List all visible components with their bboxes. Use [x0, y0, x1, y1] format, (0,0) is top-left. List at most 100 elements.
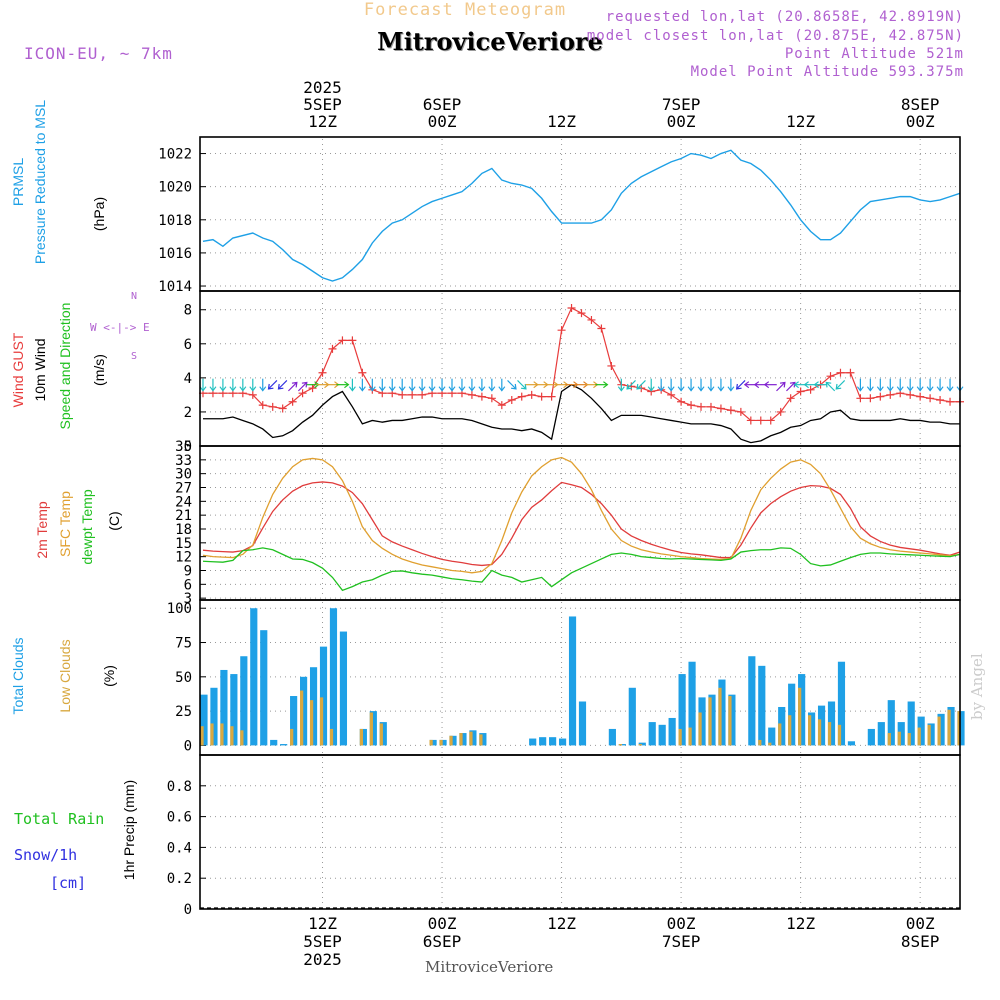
low-cloud-bar: [638, 744, 642, 746]
model-label: ICON-EU, ~ 7km: [24, 44, 173, 63]
wind-arrow-head: [936, 386, 944, 392]
y-tick-label: 0: [184, 738, 192, 754]
gust-marker: [826, 372, 835, 381]
wind-arrow: [478, 378, 486, 392]
total-clouds-label: Total Clouds: [10, 637, 26, 714]
low-cloud-bar: [379, 723, 383, 746]
wind-arrow-head: [876, 386, 884, 392]
wind-arrow: [595, 381, 609, 389]
y-tick-label: 3: [184, 591, 192, 607]
wind-arrow-shaft: [297, 382, 308, 392]
wind-unit-label: (m/s): [91, 354, 107, 386]
gust-marker: [716, 404, 725, 413]
y-tick-label: 18: [175, 522, 192, 538]
wind-arrow-head: [727, 386, 735, 392]
wind-arrow-head: [219, 386, 227, 392]
gust-marker: [916, 392, 925, 401]
gust-marker: [398, 390, 407, 399]
total-cloud-bar: [927, 723, 935, 746]
low-cloud-bar: [459, 733, 463, 746]
gust-marker: [418, 390, 427, 399]
gust-marker: [577, 309, 586, 318]
total-cloud-bar: [778, 706, 786, 746]
low-cloud-bar: [309, 700, 314, 746]
closest-coords: model closest lon,lat (20.875E, 42.875N): [586, 28, 964, 44]
wind-arrow: [687, 378, 695, 392]
wind-arrow-shaft: [835, 380, 846, 390]
wind-arrow-shaft: [268, 380, 278, 390]
gust-marker: [408, 390, 417, 399]
clouds-unit-label: (%): [101, 665, 117, 687]
gust-marker: [846, 368, 855, 377]
snow-label: Snow/1h: [14, 846, 77, 864]
top-axis-date: 7SEP: [662, 95, 701, 114]
wind-arrow: [835, 380, 846, 390]
wind-arrow-head: [229, 386, 237, 392]
wind-arrow: [517, 380, 527, 390]
low-cloud-bar: [230, 726, 234, 746]
total-cloud-bar: [728, 694, 736, 746]
total-cloud-bar: [339, 631, 348, 746]
wind-arrow-head: [789, 381, 796, 388]
gust-marker: [547, 392, 556, 401]
wind-arrow: [468, 378, 476, 392]
wind-arrow-shaft: [288, 382, 298, 392]
y-tick-label: 12: [175, 550, 192, 566]
total-cloud-bar: [957, 711, 965, 746]
low-cloud-bar: [618, 744, 622, 746]
wind-arrow-head: [408, 386, 416, 392]
gust-marker: [726, 406, 735, 415]
wind-arrow: [498, 378, 506, 392]
y-tick-label: 6: [184, 577, 192, 593]
wind-arrow: [763, 381, 777, 389]
gust-marker: [736, 407, 745, 416]
bottom-axis-date: 5SEP: [303, 932, 342, 951]
wind-arrow: [876, 378, 884, 392]
total-cloud-bar: [718, 679, 726, 746]
low-cloud-bar: [319, 697, 324, 746]
wind-arrow-head: [348, 386, 356, 392]
total-cloud-bar: [798, 674, 806, 746]
gust-marker: [487, 394, 496, 403]
top-axis-hour: 12Z: [547, 112, 576, 131]
gust-marker: [278, 404, 287, 413]
wind-arrow-head: [488, 386, 496, 392]
wind-arrow-head: [301, 381, 308, 388]
wind-arrow-shaft: [626, 380, 636, 390]
wind-arrow-head: [763, 381, 770, 389]
wind-arrow: [886, 378, 894, 392]
wind-arrow-head: [896, 386, 904, 392]
y-tick-label: 50: [175, 670, 192, 686]
total-cloud-bar: [917, 716, 925, 746]
wind-arrow: [428, 378, 436, 392]
gust-marker: [517, 392, 526, 401]
wind-arrow: [707, 378, 715, 392]
wind-arrow-head: [388, 386, 396, 392]
low-cloud-bar: [817, 719, 822, 746]
bottom-axis-hour: 12Z: [786, 914, 815, 933]
wind-arrow: [378, 378, 386, 392]
wind-arrow-head: [617, 386, 625, 392]
wind-arrow: [926, 378, 934, 392]
wind-arrow-head: [856, 386, 864, 392]
wind-arrow: [199, 378, 207, 392]
wind-gust-line: [202, 307, 960, 422]
wind-arrow-head: [358, 386, 366, 392]
low-cloud-bar: [937, 716, 941, 746]
gust-marker: [876, 392, 885, 401]
sfc-temp-line: [202, 456, 961, 574]
gust-marker: [667, 390, 676, 399]
total-cloud-bar: [319, 646, 328, 746]
y-tick-label: 25: [175, 704, 192, 720]
y-tick-label: 8: [184, 303, 192, 319]
total-cloud-bar: [290, 696, 298, 746]
wind-arrow-shaft: [776, 382, 786, 392]
wind-arrow: [636, 380, 646, 390]
pressure-desc-label: Pressure Reduced to MSL: [32, 100, 48, 264]
gust-marker: [328, 344, 337, 353]
total-cloud-bar: [867, 728, 875, 746]
footer-location: MitroviceVeriore: [425, 958, 554, 976]
top-axis-hour: 00Z: [428, 112, 457, 131]
y-tick-label: 1018: [158, 213, 192, 229]
total-cloud-bar: [768, 727, 776, 746]
